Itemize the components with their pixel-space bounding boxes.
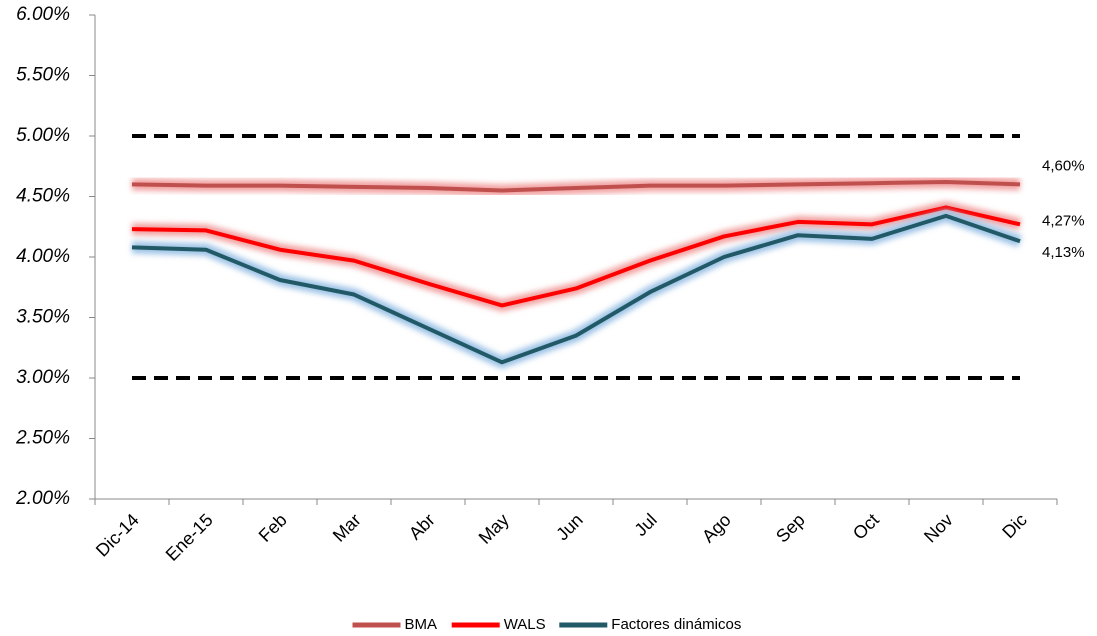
x-tick-label: Oct [849,510,883,544]
y-tick-label: 2.00% [15,488,70,509]
data-label: 4,13% [1042,244,1085,261]
y-tick-label: 6.00% [16,4,70,25]
series-line [131,179,1021,193]
x-tick-label: Jun [552,510,587,545]
data-label: 4,27% [1042,212,1085,229]
series-line [131,205,1021,308]
y-tick-label: 3.00% [16,367,70,388]
y-tick-label: 2.50% [15,428,70,449]
series-line [131,213,1021,365]
x-tick-label: May [475,510,513,548]
x-tick-label: Mar [329,510,365,546]
x-tick-label: Dic-14 [92,510,143,561]
legend-label: Factores dinámicos [611,616,741,633]
x-tick-label: Ene-15 [162,510,217,565]
x-tick-label: Ago [698,510,735,547]
data-label: 4,60% [1042,157,1085,174]
x-tick-label: Feb [255,510,291,546]
x-tick-label: Nov [920,510,957,547]
y-tick-label: 5.50% [16,65,70,86]
y-tick-label: 4.00% [16,246,70,267]
y-tick-label: 4.50% [16,186,70,207]
x-tick-label: Dic [998,510,1031,543]
x-tick-label: Sep [772,510,809,547]
y-tick-label: 5.00% [16,125,70,146]
legend-label: BMA [405,616,438,633]
x-tick-label: Abr [405,510,439,544]
y-tick-label: 3.50% [16,307,70,328]
x-tick-label: Jul [630,510,660,540]
legend-label: WALS [504,616,546,633]
